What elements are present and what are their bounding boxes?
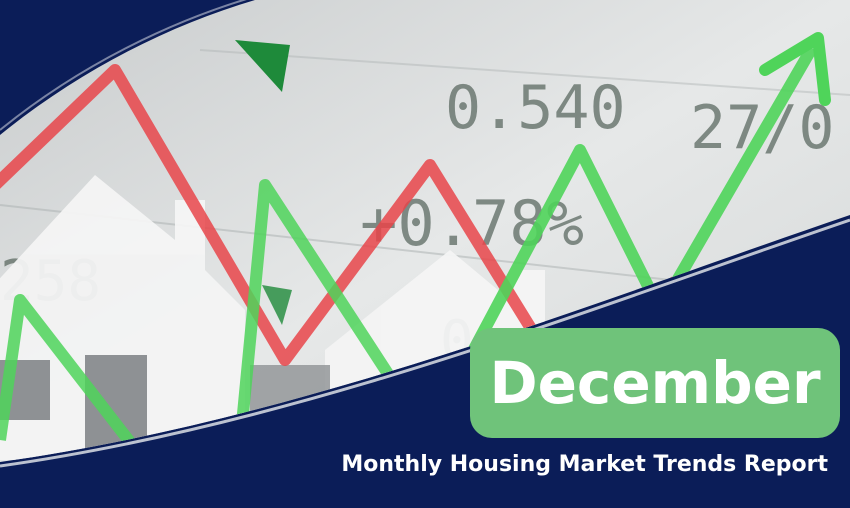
trend-up-arrow-icon	[759, 32, 831, 106]
ticker-value: 0.540	[445, 73, 626, 143]
green-trend-line	[449, 44, 818, 388]
divider-curve	[0, 218, 850, 468]
triangle-marker-icon	[262, 285, 292, 325]
triangle-marker-icon	[235, 40, 290, 92]
month-label: December	[489, 349, 821, 417]
month-badge: December	[470, 328, 840, 438]
green-trend-line	[0, 294, 145, 459]
report-subtitle: Monthly Housing Market Trends Report	[341, 452, 828, 477]
red-trend-line	[650, 276, 694, 309]
divider-curve	[0, 0, 247, 131]
red-trend-line	[0, 64, 541, 366]
green-trend-line	[234, 179, 411, 446]
